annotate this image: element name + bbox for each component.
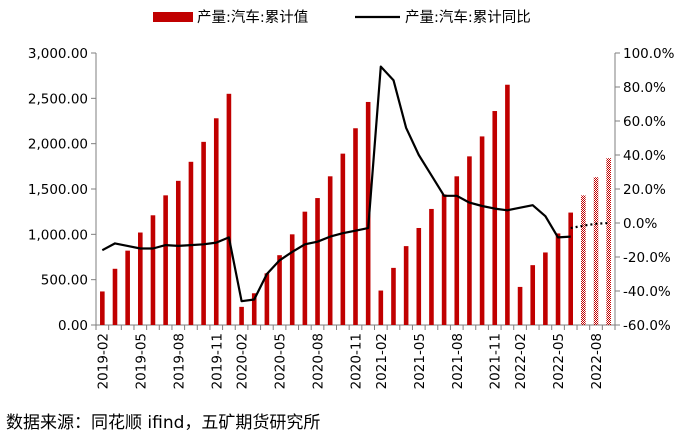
bar — [327, 176, 333, 325]
bar — [403, 246, 409, 325]
bar — [302, 211, 308, 325]
legend-bar-swatch — [153, 12, 193, 22]
bar — [315, 198, 320, 325]
bar — [289, 234, 295, 325]
x-tick-label: 2019-05 — [133, 333, 149, 389]
bar — [505, 84, 510, 325]
legend-bar-label: 产量:汽车:累计值 — [197, 9, 308, 26]
x-tick-label: 2022-02 — [513, 333, 529, 389]
bar — [454, 176, 460, 325]
x-tick-label: 2020-08 — [311, 333, 327, 389]
left-tick-label: 0.00 — [58, 318, 88, 334]
right-tick-label: 80.0% — [623, 80, 666, 96]
bar — [201, 141, 206, 325]
x-tick-label: 2019-02 — [95, 333, 111, 389]
bar — [340, 153, 346, 325]
bar — [239, 306, 244, 325]
bar — [568, 212, 573, 325]
right-tick-label: -40.0% — [623, 284, 671, 300]
bar — [175, 180, 181, 325]
x-tick-label: 2021-11 — [488, 333, 504, 389]
bar — [492, 111, 498, 325]
x-tick-label: 2020-02 — [235, 333, 251, 389]
right-tick-label: 40.0% — [623, 148, 666, 164]
x-tick-label: 2019-08 — [171, 333, 187, 389]
bar — [543, 252, 548, 325]
x-tick-label: 2022-08 — [589, 333, 605, 389]
bar — [530, 265, 536, 325]
bar — [163, 195, 168, 325]
right-tick-label: 20.0% — [623, 182, 666, 198]
bar — [429, 208, 434, 325]
right-tick-label: 100.0% — [623, 46, 675, 62]
bar — [188, 161, 194, 325]
bar — [277, 255, 282, 325]
x-tick-label: 2021-05 — [412, 333, 428, 389]
legend: 产量:汽车:累计值 产量:汽车:累计同比 — [153, 9, 531, 26]
x-tick-label: 2021-02 — [374, 333, 390, 389]
bar — [416, 227, 422, 325]
legend-line-label: 产量:汽车:累计同比 — [405, 9, 531, 26]
right-tick-label: -20.0% — [623, 250, 671, 266]
bar — [353, 128, 358, 325]
yoy-line-forecast — [570, 221, 609, 230]
x-tick-label: 2020-05 — [273, 333, 289, 389]
bar — [125, 250, 130, 325]
bar — [138, 232, 143, 325]
yoy-line — [101, 65, 571, 303]
bar-forecast — [606, 158, 611, 325]
x-tick-label: 2019-11 — [209, 333, 225, 389]
bar — [213, 118, 219, 325]
bar-forecast — [593, 177, 599, 325]
left-tick-label: 2,500.00 — [28, 91, 88, 107]
right-tick-label: -60.0% — [623, 318, 671, 334]
bar — [467, 156, 472, 325]
bar — [555, 233, 561, 325]
chart-svg: 0.00 500.00 1,000.00 1,500.00 2,000.00 2,500.… — [28, 9, 675, 389]
x-tick-label: 2020-11 — [349, 333, 365, 389]
bar — [264, 273, 270, 325]
bar — [226, 93, 232, 325]
x-tick-label: 2022-05 — [551, 333, 567, 389]
right-tick-label: 0.0% — [623, 216, 657, 232]
x-tick-label: 2021-08 — [450, 333, 466, 389]
bar — [441, 194, 447, 325]
bar — [251, 293, 257, 325]
left-tick-label: 3,000.00 — [28, 46, 88, 62]
right-tick-label: 60.0% — [623, 114, 666, 130]
bar — [112, 268, 118, 325]
bar — [100, 291, 105, 325]
source-note: 数据来源：同花顺 ifind，五矿期货研究所 — [6, 413, 321, 433]
left-tick-label: 2,000.00 — [28, 137, 88, 153]
bar — [517, 286, 523, 325]
bar — [365, 101, 371, 326]
left-tick-label: 1,000.00 — [28, 227, 88, 243]
left-tick-label: 500.00 — [41, 273, 88, 289]
bar-forecast — [581, 195, 586, 325]
bar — [378, 290, 384, 325]
bar — [150, 215, 156, 325]
bar — [479, 136, 485, 325]
chart: 0.00 500.00 1,000.00 1,500.00 2,000.00 2,500.… — [28, 9, 675, 389]
bar — [391, 267, 396, 325]
left-tick-label: 1,500.00 — [28, 182, 88, 198]
